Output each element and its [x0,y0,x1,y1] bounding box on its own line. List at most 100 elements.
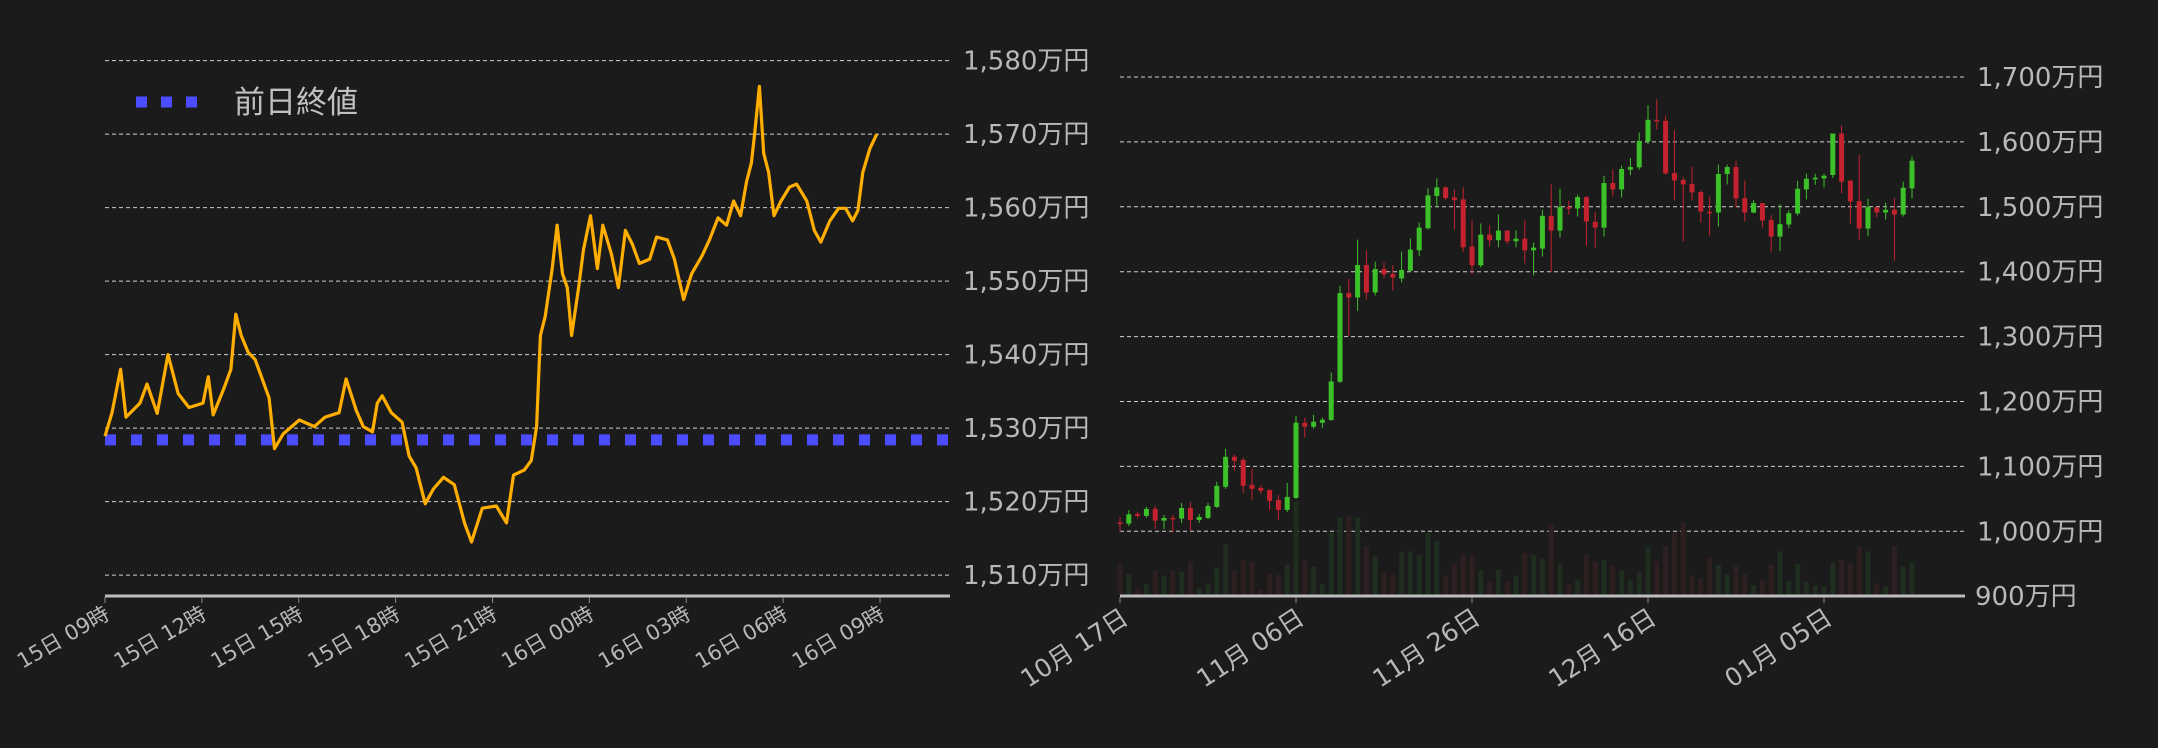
candle [1592,211,1598,248]
volume-bar [1751,585,1757,595]
volume-bar [1196,587,1202,595]
candle [1311,414,1317,429]
candle-body [1117,522,1123,525]
volume-bar [1478,570,1484,595]
candle [1214,481,1220,508]
volume-bar [1610,565,1616,595]
y-tick-label: 1,300万円 [1977,323,2103,353]
volume-bar [1566,584,1572,595]
candle-body [1161,517,1167,521]
volume-bar [1170,570,1176,595]
candle [1751,200,1757,214]
candle [1601,175,1607,237]
candle [1187,501,1193,531]
candle [1346,279,1352,337]
candle-body [1786,213,1792,225]
volume-bar [1821,586,1827,595]
candle-body [1733,167,1739,199]
volume-bar [1803,581,1809,595]
candle-body [1654,119,1660,122]
candle [1847,179,1853,224]
candle-body [1874,207,1880,213]
y-tick-label: 1,530万円 [963,414,1089,444]
candle-body [1302,422,1308,427]
candle-body [1839,133,1845,182]
candle [1275,494,1281,520]
candle-body [1847,180,1853,202]
candle [1407,238,1413,272]
candle-body [1425,195,1431,229]
candle [1143,506,1149,518]
candle [1328,372,1334,421]
y-tick-label: 1,510万円 [963,561,1089,591]
candle [1434,178,1440,207]
volume-bar [1372,556,1378,595]
volume-bar [1179,571,1185,595]
candle-body [1460,199,1466,248]
volume-bar [1407,551,1413,595]
volume-bar [1557,563,1563,595]
volume-bar [1416,555,1422,595]
y-tick-label: 1,400万円 [1977,258,2103,288]
candle-body [1627,167,1633,170]
y-tick-label: 1,520万円 [963,488,1089,518]
volume-bar [1249,562,1255,595]
candle-body [1504,230,1510,242]
candle-body [1531,247,1537,251]
volume-bar [1205,583,1211,595]
volume-bar [1680,522,1686,595]
candle-body [1179,507,1185,519]
candle [1821,173,1827,188]
y-tick-label: 1,560万円 [963,194,1089,224]
volume-bar [1504,581,1510,595]
candle-body [1821,175,1827,179]
volume-bar [1548,524,1554,595]
candle [1337,285,1343,383]
volume-bars [1117,501,1915,595]
volume-bar [1390,574,1396,595]
candle [1627,157,1633,176]
candle-body [1715,174,1721,213]
y-tick-label: 1,550万円 [963,267,1089,297]
candle [1583,195,1589,246]
volume-bar [1883,586,1889,595]
candle [1416,222,1422,257]
candle-body [1539,215,1545,249]
volume-bar [1399,552,1405,595]
candle [1874,207,1880,218]
candle [1302,417,1308,438]
candle [1363,250,1369,300]
candle [1522,220,1528,264]
candle-body [1143,508,1149,516]
candle-body [1275,499,1281,510]
volume-bar [1909,562,1915,595]
candle-body [1231,456,1237,461]
candle [1865,198,1871,237]
candle [1531,242,1537,276]
candle [1513,230,1519,248]
volume-bar [1355,517,1361,595]
candle-body [1671,173,1677,181]
x-tick-label: 11月 26日 [1368,603,1486,694]
candle [1610,169,1616,197]
candle-body [1214,485,1220,507]
right-gridlines [1120,76,1965,532]
volume-bar [1231,570,1237,595]
volume-bar [1847,562,1853,595]
candle-body [1689,184,1695,193]
candle-body [1205,505,1211,518]
candle [1249,468,1255,500]
candle [1663,115,1669,175]
candle [1856,154,1862,240]
candle-body [1478,234,1484,266]
candle-body [1777,224,1783,237]
volume-bar [1284,564,1290,595]
candle-body [1293,422,1299,498]
candle [1671,130,1677,201]
volume-bar [1856,546,1862,595]
volume-bar [1865,551,1871,595]
price-line-series [103,84,879,544]
volume-bar [1768,564,1774,595]
